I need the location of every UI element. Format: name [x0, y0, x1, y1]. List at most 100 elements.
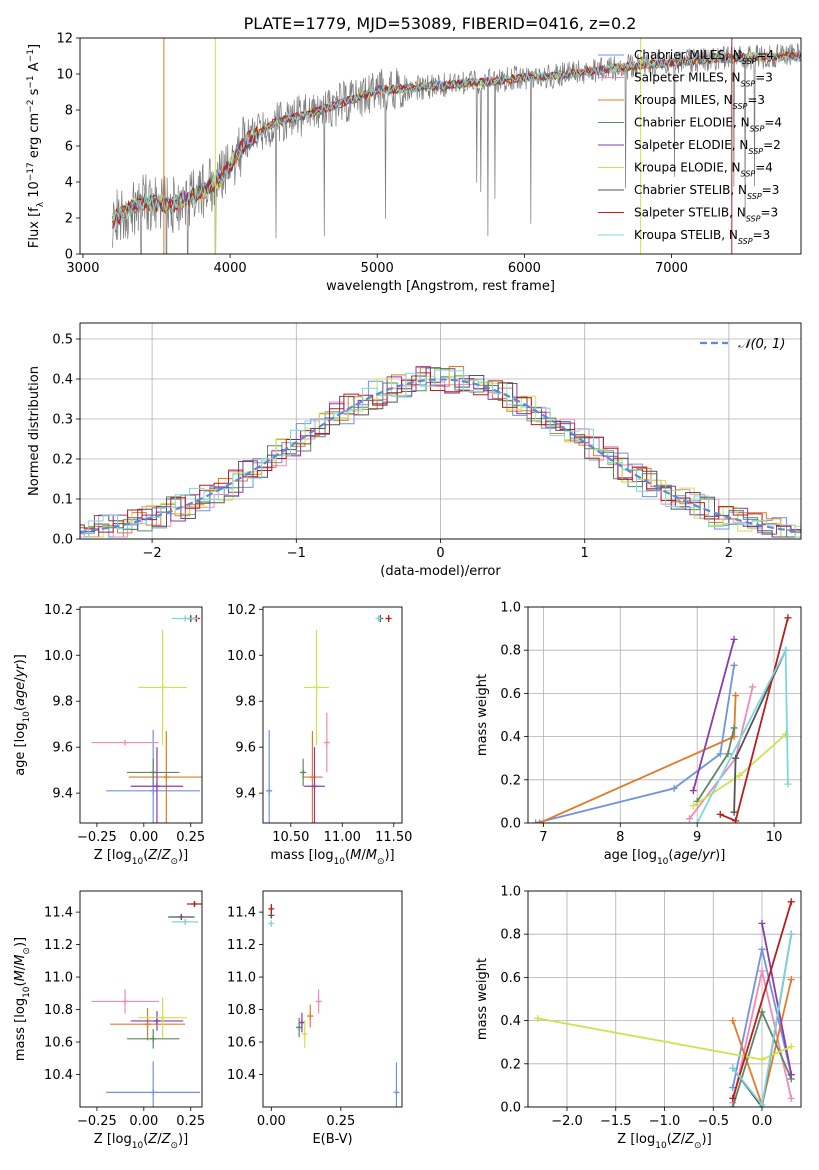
x-tick-label: 0: [436, 546, 444, 561]
mass-weight-marker: [787, 1071, 795, 1079]
data-point: [296, 1017, 303, 1038]
label-part: wavelength [Angstrom, rest frame]: [326, 279, 555, 294]
label-part: (: [13, 706, 28, 711]
label-part: 10: [132, 857, 144, 867]
legend-label: Chabrier ELODIE, NSSP=4: [634, 116, 782, 134]
label-part: (: [13, 981, 28, 986]
y-tick-label: 11.0: [227, 971, 256, 986]
mass-weight-marker: [787, 930, 795, 938]
x-tick-label: 0.25: [326, 1114, 355, 1129]
label-part: age: [13, 682, 28, 706]
y-axis-label: Normed distribution: [27, 366, 42, 496]
y-tick-label: 0.1: [52, 493, 73, 508]
legend-name: Kroupa ELODIE, N: [634, 161, 741, 175]
label-part: 10: [657, 857, 669, 867]
point-marker: [315, 998, 322, 1005]
label-part: Z: [147, 848, 158, 863]
model-spectrum: [111, 50, 801, 227]
label-part: ⊙: [694, 1141, 702, 1151]
data-point: [171, 615, 199, 622]
plot-area: [91, 900, 202, 1107]
y-tick-label: 10.4: [227, 1068, 256, 1083]
panel-spectrum: 3000 4000 5000 6000 7000 0 2 4 6 8 10 12 wavelength …: [26, 32, 802, 294]
y-tick-label: 0.2: [500, 773, 521, 788]
mass-weight-marker: [749, 683, 757, 691]
legend-sub: SSP: [742, 57, 757, 66]
x-tick-label: −2: [143, 546, 162, 561]
mass-weight-marker: [729, 1017, 737, 1025]
mass-weight-marker: [784, 614, 792, 622]
y-tick-label: 0.8: [500, 644, 521, 659]
x-tick-label: 10: [766, 830, 783, 845]
plot-area: [111, 38, 801, 254]
x-tick-label: 11.50: [375, 830, 412, 845]
point-marker: [122, 739, 129, 746]
point-marker: [298, 1019, 305, 1026]
ticks: 0.00 0.25 10.4 10.6 10.8 11.0 11.2 11.4: [227, 906, 355, 1129]
data-point: [168, 913, 195, 920]
mass-weight-marker: [716, 750, 724, 758]
label-part: yr: [13, 663, 28, 679]
label-part: ⊙: [22, 947, 32, 955]
label-part: erg cm: [27, 113, 42, 162]
ticks: 10.50 11.00 11.50 9.4 9.6 9.8 10.0 10.2: [227, 603, 412, 845]
mass-weight-marker: [758, 945, 766, 953]
x-tick-label: 9: [693, 830, 701, 845]
data-point: [304, 747, 325, 823]
label-part: Z [: [94, 1132, 112, 1147]
y-axis-label: mass weight: [475, 958, 490, 1040]
mass-weight-marker: [536, 819, 544, 823]
point-marker: [266, 787, 273, 794]
mass-weight-marker: [782, 730, 790, 738]
y-tick-label: 12: [56, 32, 73, 47]
x-tick-label: 0.00: [129, 1114, 158, 1129]
legend-sub: SSP: [741, 169, 756, 178]
axes-frame: [79, 890, 203, 1108]
label-part: (: [345, 848, 350, 863]
legend-name: Chabrier MILES, N: [634, 48, 742, 62]
mass-weight-marker: [787, 976, 795, 984]
y-tick-label: 10.8: [227, 1003, 256, 1018]
residual-histogram: [80, 367, 801, 538]
y-axis-label: age [log10(age/yr)]: [13, 654, 32, 776]
legend-sub: SSP: [750, 124, 765, 133]
y-axis-label: mass [log10(M/M⊙)]: [13, 937, 32, 1061]
data-point: [300, 758, 307, 787]
data-point: [128, 731, 202, 823]
label-part: ⊙: [170, 857, 178, 867]
legend-count: =3: [747, 93, 765, 107]
label-part: M: [13, 955, 28, 966]
data-point: [266, 729, 273, 823]
legend-count: =3: [755, 71, 773, 85]
mass-weight-marker: [693, 819, 701, 823]
label-part: yr: [701, 848, 717, 863]
y-tick-label: 9.4: [235, 787, 256, 802]
data-point: [91, 989, 159, 1014]
ticks: −0.25 0.00 0.25 10.4 10.6 10.8 11.0 11.2 11.4: [44, 906, 205, 1129]
label-part: Z [: [94, 848, 112, 863]
data-point: [130, 1011, 184, 1031]
point-marker: [191, 900, 198, 907]
mass-weight-marker: [730, 661, 738, 669]
legend-count: =4: [764, 116, 782, 130]
y-tick-label: 10.2: [44, 603, 73, 618]
y-tick-label: 11.2: [227, 938, 256, 953]
legend-name: Kroupa MILES, N: [634, 93, 733, 107]
label-part: age: [673, 848, 697, 863]
point-marker: [178, 913, 185, 920]
axes-frame: [79, 322, 802, 540]
label-part: /: [157, 1132, 162, 1147]
x-tick-label: 1: [581, 546, 589, 561]
legend-name: Salpeter ELODIE, N: [634, 138, 748, 152]
legend-label: Kroupa ELODIE, NSSP=4: [634, 161, 773, 179]
label-part: )]: [13, 937, 28, 947]
label-part: M: [366, 848, 377, 863]
point-marker: [182, 615, 189, 622]
x-axis-label: (data-model)/error: [380, 564, 501, 579]
mass-weight-marker: [784, 780, 792, 788]
mass-weight-marker: [730, 635, 738, 643]
legend-label: Chabrier STELIB, NSSP=3: [634, 183, 779, 201]
point-marker: [393, 1089, 400, 1096]
data-point: [171, 918, 199, 925]
